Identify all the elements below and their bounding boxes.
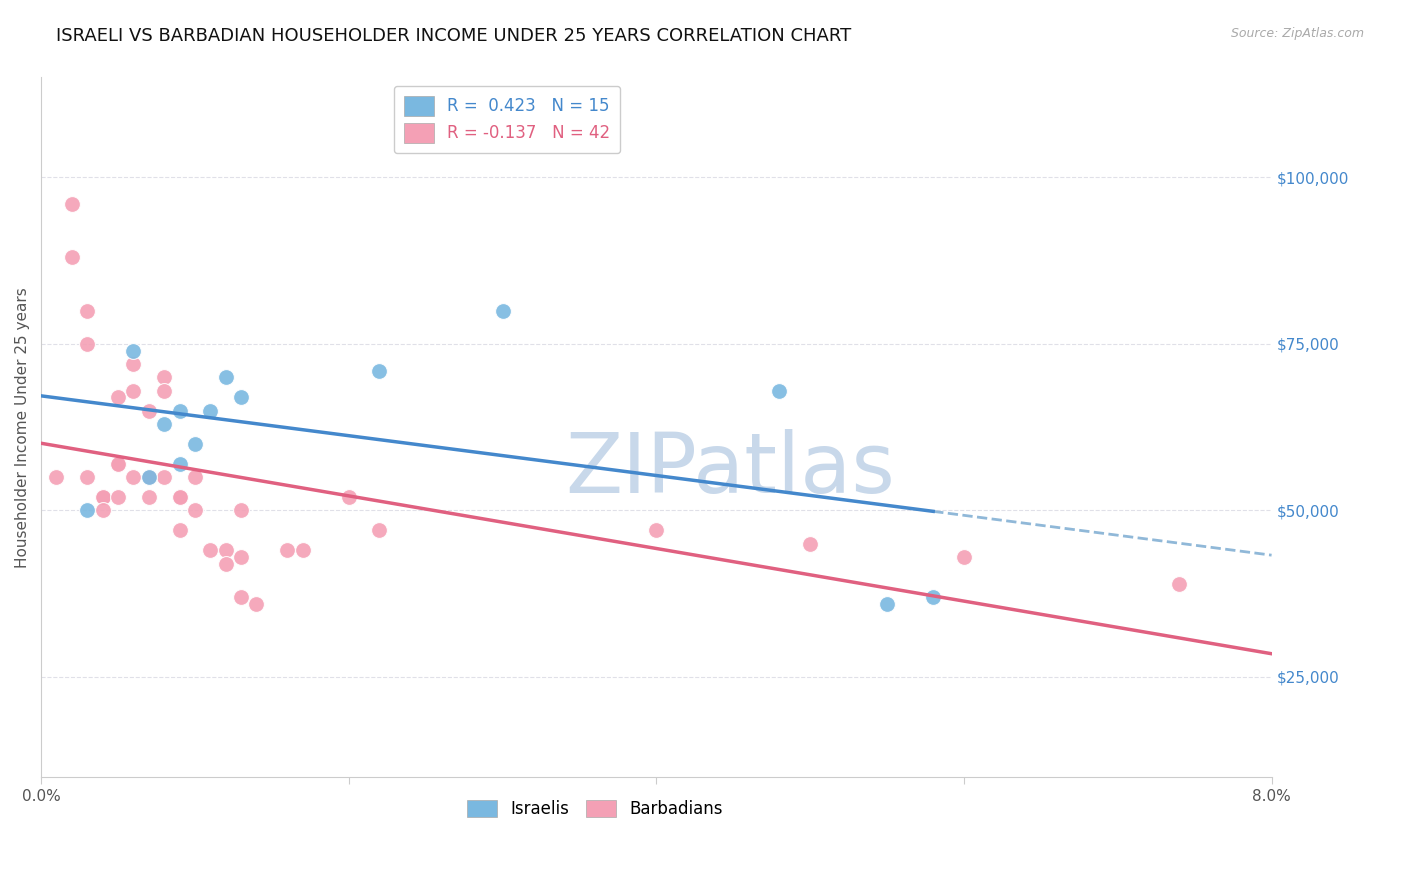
Legend: Israelis, Barbadians: Israelis, Barbadians [460,793,730,824]
Point [76,337,98,351]
Point [138,403,160,417]
Point [245,597,267,611]
Point [122,384,145,398]
Point [184,470,207,484]
Point [45,470,67,484]
Point [200,543,222,558]
Point [138,470,160,484]
Point [138,490,160,504]
Point [876,597,898,611]
Point [229,549,252,564]
Point [215,543,238,558]
Point [1168,576,1191,591]
Point [184,503,207,517]
Point [215,370,238,384]
Point [122,470,145,484]
Point [184,437,207,451]
Point [76,303,98,318]
Point [153,370,176,384]
Point [215,557,238,571]
Point [60,250,83,264]
Point [368,524,391,538]
Point [91,490,114,504]
Point [229,390,252,404]
Point [76,503,98,517]
Point [337,490,360,504]
Point [91,490,114,504]
Point [368,363,391,377]
Point [169,524,191,538]
Point [138,470,160,484]
Point [60,197,83,211]
Point [153,470,176,484]
Point [276,543,298,558]
Point [107,457,129,471]
Point [799,537,821,551]
Point [291,543,314,558]
Point [229,503,252,517]
Point [768,384,790,398]
Text: ISRAELI VS BARBADIAN HOUSEHOLDER INCOME UNDER 25 YEARS CORRELATION CHART: ISRAELI VS BARBADIAN HOUSEHOLDER INCOME … [56,27,852,45]
Text: ZIPatlas: ZIPatlas [565,429,896,509]
Point [922,590,945,604]
Point [953,549,976,564]
Point [229,590,252,604]
Point [169,490,191,504]
Point [91,503,114,517]
Point [122,357,145,371]
Point [169,403,191,417]
Point [153,384,176,398]
Point [107,490,129,504]
Point [645,524,668,538]
Point [107,390,129,404]
Point [491,303,513,318]
Point [200,403,222,417]
Text: Source: ZipAtlas.com: Source: ZipAtlas.com [1230,27,1364,40]
Point [122,343,145,358]
Y-axis label: Householder Income Under 25 years: Householder Income Under 25 years [15,287,30,567]
Point [169,457,191,471]
Point [153,417,176,431]
Point [76,470,98,484]
Point [107,457,129,471]
Point [169,490,191,504]
